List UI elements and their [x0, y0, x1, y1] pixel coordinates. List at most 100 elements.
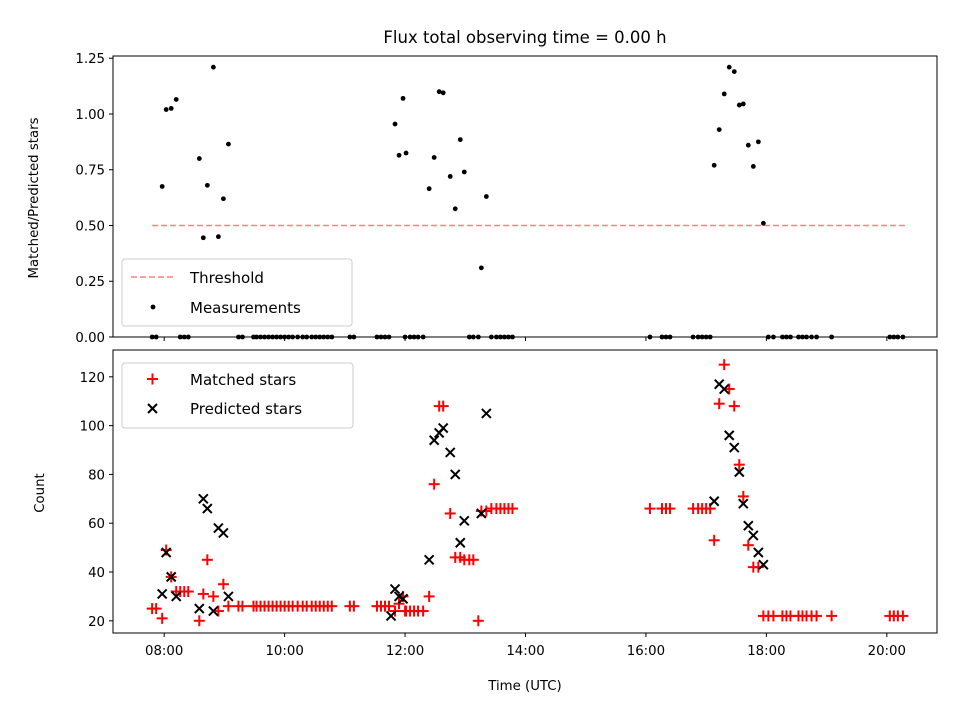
matched-star-point: [713, 398, 725, 410]
predicted-star-point: [397, 593, 409, 605]
predicted-star-point: [389, 583, 401, 595]
measurement-point: [163, 107, 169, 112]
ratio-y-tick-label: 1.25: [75, 52, 105, 67]
measurement-point: [750, 163, 756, 169]
predicted-star-point: [437, 422, 449, 434]
matched-star-point: [897, 610, 909, 622]
predicted-star-point: [708, 496, 720, 507]
matched-star-point: [217, 578, 229, 590]
x-tick-label: 10:00: [265, 644, 303, 659]
matched-star-point: [664, 503, 676, 515]
matched-star-point: [197, 588, 209, 600]
predicted-star-point: [748, 530, 759, 541]
predicted-star-point: [758, 559, 769, 570]
predicted-star-point: [218, 527, 229, 539]
matched-star-point: [718, 359, 730, 371]
count-panel: Count Time (UTC) 20 40 60 80 100 120 08:00 10:0…: [33, 349, 938, 694]
predicted-star-point: [194, 603, 205, 614]
matched-star-point: [811, 610, 823, 622]
count-y-tick-label: 40: [88, 566, 105, 581]
measurement-point: [403, 150, 409, 156]
predicted-star-point: [208, 605, 219, 617]
measurement-point: [452, 206, 458, 212]
ratio-legend-box: [121, 258, 353, 327]
matched-star-point: [423, 590, 435, 602]
matched-star-point: [733, 459, 745, 471]
matched-star-point: [207, 590, 219, 602]
predicted-star-point: [423, 554, 435, 566]
legend-matched-swatch: [147, 373, 158, 385]
y-axis-label-count: Count: [33, 473, 48, 513]
matched-star-point: [708, 534, 720, 546]
predicted-star-point: [459, 515, 470, 526]
ratio-y-tick-label: 1.00: [75, 108, 105, 123]
measurement-point: [716, 127, 722, 132]
matched-star-point: [444, 507, 456, 519]
predicted-star-point: [724, 430, 735, 441]
ratio-panel-frame: [112, 55, 938, 338]
matched-star-point: [728, 400, 740, 412]
matched-star-point: [326, 600, 338, 612]
matched-star-point: [348, 600, 360, 612]
x-tick-label: 20:00: [868, 644, 906, 659]
matched-star-point: [428, 478, 440, 490]
measurement-point: [396, 152, 402, 158]
ratio-legend: Threshold Measurements: [121, 258, 353, 327]
measurement-point: [215, 234, 221, 240]
measurement-point: [226, 141, 231, 147]
legend-threshold-label: Threshold: [189, 269, 264, 287]
predicted-star-point: [428, 435, 440, 446]
matched-star-point: [156, 612, 168, 624]
count-panel-frame: [112, 349, 938, 634]
legend-predicted-label: Predicted stars: [190, 400, 302, 418]
predicted-star-point: [738, 498, 749, 509]
ratio-y-tick-label: 0.50: [75, 219, 105, 234]
measurement-point: [431, 155, 437, 160]
matched-star-point: [742, 539, 754, 551]
predicted-star-point: [753, 547, 764, 558]
measurement-point: [745, 142, 751, 148]
predicted-star-point: [445, 447, 456, 458]
predicted-star-point: [171, 591, 182, 602]
predicted-star-point: [719, 383, 730, 395]
measurement-point: [436, 89, 442, 95]
matched-star-point: [467, 554, 479, 566]
matched-star-point: [193, 615, 205, 627]
measurement-point: [457, 137, 463, 143]
measurement-point: [440, 90, 446, 96]
legend-matched-label: Matched stars: [190, 371, 296, 389]
predicted-star-point: [156, 588, 168, 600]
measurement-point: [483, 194, 489, 199]
predicted-star-point: [202, 503, 213, 514]
predicted-star-point: [198, 493, 209, 505]
matched-star-point: [236, 600, 248, 612]
predicted-star-point: [481, 408, 492, 419]
measurement-point: [173, 97, 179, 102]
matched-star-point: [201, 554, 213, 566]
measurement-point: [200, 235, 206, 241]
matched-star-point: [472, 615, 484, 627]
count-legend: Matched stars Predicted stars: [121, 362, 354, 429]
x-tick-label: 08:00: [145, 644, 183, 659]
predicted-star-point: [729, 442, 740, 453]
predicted-star-point: [385, 610, 397, 622]
ratio-y-tick-label: 0.25: [75, 275, 105, 290]
count-y-tick-label: 120: [80, 371, 105, 386]
x-tick-label: 18:00: [747, 644, 785, 659]
legend-predicted-swatch: [147, 403, 158, 414]
count-y-tick-label: 20: [88, 615, 105, 630]
ratio-y-tick-label: 0.00: [75, 331, 105, 346]
measurement-point: [721, 91, 727, 97]
measurement-point: [426, 186, 432, 192]
matched-star-point: [826, 610, 838, 622]
measurement-point: [740, 101, 746, 107]
matched-star-point: [182, 586, 194, 598]
predicted-star-point: [223, 591, 234, 602]
matched-star-point: [383, 600, 395, 612]
measurement-point: [221, 196, 226, 202]
predicted-star-point: [455, 537, 466, 548]
matched-star-point: [737, 490, 749, 502]
matched-star-point: [222, 600, 234, 612]
